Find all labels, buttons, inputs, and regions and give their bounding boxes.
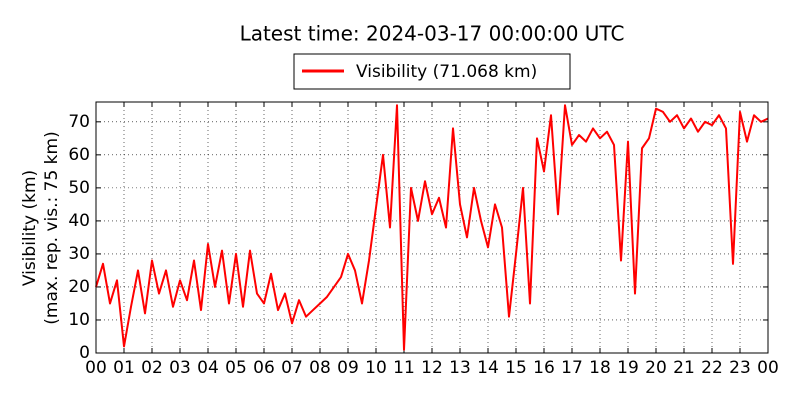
y-tick-label: 70 bbox=[68, 112, 90, 132]
y-tick-label: 0 bbox=[79, 343, 90, 363]
x-tick-label: 18 bbox=[589, 358, 611, 378]
x-tick-label: 13 bbox=[449, 358, 471, 378]
x-tick-label: 01 bbox=[113, 358, 135, 378]
y-axis-label: Visibility (km) bbox=[20, 170, 40, 286]
x-tick-label: 00 bbox=[757, 358, 779, 378]
x-tick-label: 16 bbox=[533, 358, 555, 378]
x-tick-label: 17 bbox=[561, 358, 583, 378]
plot-area bbox=[96, 102, 768, 353]
y-tick-label: 20 bbox=[68, 277, 90, 297]
x-tick-label: 22 bbox=[701, 358, 723, 378]
x-tick-label: 02 bbox=[141, 358, 163, 378]
x-tick-label: 04 bbox=[197, 358, 219, 378]
x-tick-label: 00 bbox=[85, 358, 107, 378]
x-tick-label: 19 bbox=[617, 358, 639, 378]
x-tick-label: 23 bbox=[729, 358, 751, 378]
chart-title: Latest time: 2024-03-17 00:00:00 UTC bbox=[240, 22, 625, 46]
x-tick-label: 14 bbox=[477, 358, 499, 378]
x-tick-label: 11 bbox=[393, 358, 415, 378]
x-tick-label: 03 bbox=[169, 358, 191, 378]
x-tick-label: 08 bbox=[309, 358, 331, 378]
x-tick-label: 15 bbox=[505, 358, 527, 378]
plot-frame bbox=[95, 101, 769, 354]
y-tick-label: 10 bbox=[68, 310, 90, 330]
x-tick-label: 10 bbox=[365, 358, 387, 378]
x-tick-label: 06 bbox=[253, 358, 275, 378]
x-tick-label: 21 bbox=[673, 358, 695, 378]
y-tick-label: 60 bbox=[68, 145, 90, 165]
x-tick-label: 09 bbox=[337, 358, 359, 378]
x-tick-label: 05 bbox=[225, 358, 247, 378]
y-tick-label: 30 bbox=[68, 244, 90, 264]
y-axis-label: (max. rep. vis.: 75 km) bbox=[42, 131, 62, 324]
x-tick-label: 07 bbox=[281, 358, 303, 378]
y-tick-label: 40 bbox=[68, 211, 90, 231]
legend-label: Visibility (71.068 km) bbox=[356, 62, 537, 82]
data-line bbox=[95, 104, 769, 351]
y-tick-label: 50 bbox=[68, 178, 90, 198]
x-tick-label: 12 bbox=[421, 358, 443, 378]
x-tick-label: 20 bbox=[645, 358, 667, 378]
